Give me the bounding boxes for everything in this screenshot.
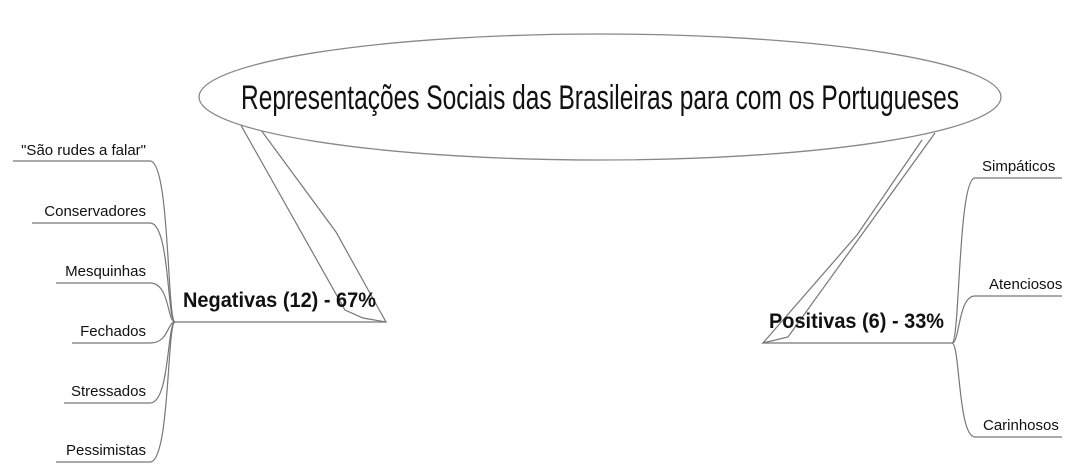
branch-negativas: Negativas (12) - 67% "São rudes a falar"…: [13, 142, 386, 463]
leaf-connector: [13, 160, 176, 323]
leaf-simpaticos: Simpáticos: [982, 158, 1055, 175]
leaf-connector: [72, 321, 176, 344]
leaf-connector: [32, 222, 176, 323]
leaf-connector: [951, 295, 1062, 344]
leaf-stressados: Stressados: [71, 383, 146, 400]
branch-label-positivas: Positivas (6) - 33%: [769, 310, 944, 333]
leaf-atenciosos: Atenciosos: [989, 276, 1062, 293]
leaf-mesquinhas: Mesquinhas: [65, 263, 146, 280]
leaf-connector: [56, 321, 176, 463]
connector-central-to-negativas: [237, 119, 388, 323]
leaf-connector: [951, 342, 1062, 438]
leaf-fechados: Fechados: [80, 323, 146, 340]
branch-label-negativas: Negativas (12) - 67%: [183, 289, 376, 312]
leaf-carinhosos: Carinhosos: [983, 417, 1059, 434]
central-topic: Representações Sociais das Brasileiras p…: [241, 79, 959, 117]
leaf-connector: [951, 177, 1062, 344]
leaf-connector: [56, 282, 176, 323]
branch-positivas: Positivas (6) - 33% Simpáticos Atencioso…: [763, 158, 1062, 438]
leaf-conservadores: Conservadores: [44, 203, 146, 220]
central-topic-bubble: [198, 33, 1002, 161]
leaf-pessimistas: Pessimistas: [66, 442, 146, 459]
leaf-sao-rudes-a-falar: "São rudes a falar": [21, 142, 146, 159]
